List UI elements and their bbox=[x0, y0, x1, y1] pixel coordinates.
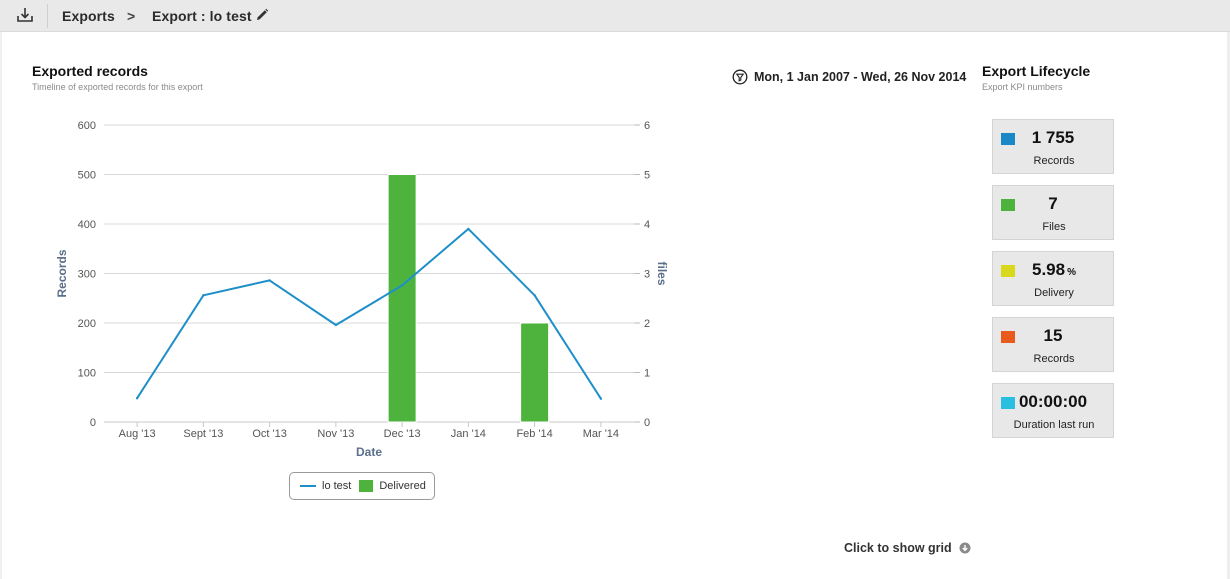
lifecycle-title: Export Lifecycle bbox=[982, 63, 1091, 79]
line-point bbox=[202, 294, 205, 297]
legend-item-delivered[interactable]: Delivered bbox=[379, 480, 426, 492]
kpi-color-swatch bbox=[1001, 199, 1015, 211]
page-left-border bbox=[0, 32, 2, 579]
kpi-delivery: 5.98% Delivery bbox=[992, 251, 1114, 306]
breadcrumb-separator: > bbox=[127, 8, 136, 24]
bar-delivered bbox=[520, 322, 550, 423]
date-range-text: Mon, 1 Jan 2007 - Wed, 26 Nov 2014 bbox=[754, 70, 967, 84]
x-tick-label: Feb '14 bbox=[516, 428, 552, 440]
y-tick-label: 400 bbox=[78, 219, 96, 231]
kpi-label: Records bbox=[1033, 155, 1075, 167]
y-tick-label: 100 bbox=[78, 368, 96, 380]
x-axis-title: Date bbox=[356, 445, 382, 459]
circle-down-arrow-icon bbox=[959, 542, 971, 554]
page-right-border bbox=[1227, 32, 1230, 579]
kpi-value: 00:00:00 bbox=[1018, 392, 1088, 411]
line-point bbox=[400, 284, 404, 287]
line-point bbox=[467, 227, 470, 231]
y-tick-label: 300 bbox=[78, 269, 96, 281]
line-point bbox=[268, 279, 271, 282]
legend-bar-swatch bbox=[359, 480, 374, 492]
pencil-icon[interactable] bbox=[255, 8, 269, 22]
y-tick-label: 600 bbox=[78, 120, 96, 132]
kpi-duration: 00:00:00 Duration last run bbox=[992, 383, 1114, 438]
y-axis-title: Records bbox=[55, 249, 69, 297]
show-grid-button[interactable]: Click to show grid bbox=[844, 541, 971, 555]
line-point bbox=[533, 294, 536, 297]
line-series-lo-test bbox=[136, 227, 602, 400]
date-range-filter[interactable]: Mon, 1 Jan 2007 - Wed, 26 Nov 2014 bbox=[732, 68, 966, 86]
lifecycle-subtitle: Export KPI numbers bbox=[982, 82, 1063, 92]
breadcrumb-exports[interactable]: Exports bbox=[62, 8, 115, 24]
kpi-label: Duration last run bbox=[1013, 419, 1095, 431]
kpi-files: 7 Files bbox=[992, 185, 1114, 240]
kpi-label: Records bbox=[1033, 353, 1075, 365]
kpi-value: 15 bbox=[1043, 326, 1063, 345]
records-title: Exported records bbox=[32, 63, 148, 79]
x-tick-label: Aug '13 bbox=[119, 428, 156, 440]
y2-tick-label: 3 bbox=[644, 269, 650, 281]
kpi-value: 1 755 bbox=[1031, 128, 1075, 147]
y2-tick-label: 1 bbox=[644, 368, 650, 380]
kpi-color-swatch bbox=[1001, 133, 1015, 145]
exported-records-chart: 0 100 200 300 400 500 600 0 1 2 3 4 5 6 Aug '13 Sept '1… bbox=[55, 120, 669, 459]
y-tick-label: 0 bbox=[90, 417, 96, 429]
y-tick-label: 500 bbox=[78, 170, 96, 182]
x-tick-label: Jan '14 bbox=[451, 428, 486, 440]
x-tick-label: Mar '14 bbox=[583, 428, 619, 440]
toolbar-divider bbox=[47, 4, 48, 28]
kpi-color-swatch bbox=[1001, 265, 1015, 277]
x-tick-label: Oct '13 bbox=[252, 428, 287, 440]
x-tick-label: Nov '13 bbox=[317, 428, 354, 440]
y2-axis-title: files bbox=[655, 261, 669, 285]
y2-tick-label: 6 bbox=[644, 120, 650, 132]
kpi-failed-records: 15 Records bbox=[992, 317, 1114, 372]
show-grid-label: Click to show grid bbox=[844, 541, 952, 555]
legend-item-lo-test[interactable]: lo test bbox=[322, 480, 352, 492]
kpi-label: Delivery bbox=[1034, 287, 1074, 299]
y2-tick-label: 0 bbox=[644, 417, 650, 429]
line-point bbox=[599, 397, 603, 400]
bar-delivered bbox=[387, 174, 417, 423]
chart-legend: lo test Delivered bbox=[289, 472, 435, 500]
kpi-value: 7 bbox=[1048, 194, 1058, 213]
kpi-records: 1 755 Records bbox=[992, 119, 1114, 174]
records-subtitle: Timeline of exported records for this ex… bbox=[32, 82, 203, 92]
kpi-label: Files bbox=[1042, 221, 1066, 233]
y2-tick-label: 2 bbox=[644, 318, 650, 330]
filter-icon[interactable] bbox=[732, 69, 748, 85]
x-tick-label: Dec '13 bbox=[384, 428, 421, 440]
y2-tick-label: 4 bbox=[644, 219, 650, 231]
legend-line-swatch bbox=[300, 485, 316, 487]
kpi-color-swatch bbox=[1001, 331, 1015, 343]
kpi-value: 5.98% bbox=[1032, 260, 1076, 279]
top-bar: Exports > Export : lo test bbox=[0, 0, 1230, 32]
x-tick-label: Sept '13 bbox=[183, 428, 223, 440]
line-point bbox=[135, 397, 139, 400]
breadcrumb-current: Export : lo test bbox=[152, 8, 252, 24]
y2-tick-label: 5 bbox=[644, 170, 650, 182]
export-download-icon[interactable] bbox=[14, 6, 36, 26]
y-tick-label: 200 bbox=[78, 318, 96, 330]
kpi-color-swatch bbox=[1001, 397, 1015, 409]
line-point bbox=[334, 323, 338, 327]
